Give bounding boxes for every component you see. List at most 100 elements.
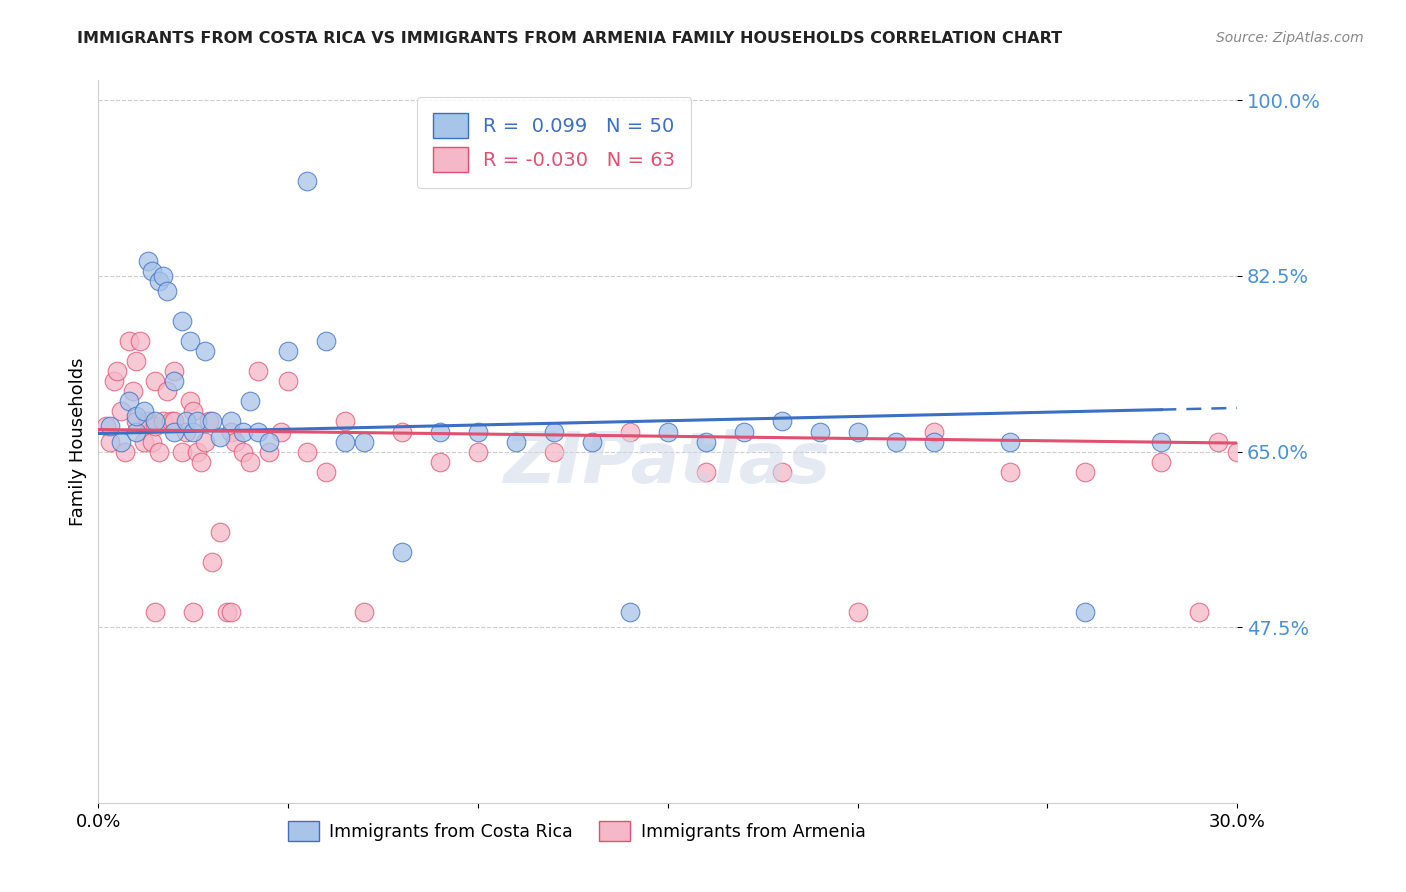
Point [770, 414, 793, 428]
Point [353, 434, 375, 449]
Text: Source: ZipAtlas.com: Source: ZipAtlas.com [1216, 31, 1364, 45]
Legend: Immigrants from Costa Rica, Immigrants from Armenia: Immigrants from Costa Rica, Immigrants f… [281, 814, 873, 848]
Point [129, 334, 152, 348]
Point [125, 409, 148, 424]
Point [232, 425, 254, 439]
Point [335, 414, 357, 428]
Point [186, 414, 208, 428]
Point [770, 465, 793, 479]
Point [239, 454, 262, 468]
Point [186, 444, 208, 458]
Point [1150, 434, 1173, 449]
Point [156, 284, 179, 298]
Point [163, 425, 186, 439]
Point [136, 253, 159, 268]
Point [429, 425, 451, 439]
Point [94, 419, 117, 434]
Point [884, 434, 907, 449]
Point [145, 605, 167, 619]
Point [98, 419, 121, 434]
Point [201, 414, 224, 428]
Y-axis label: Family Households: Family Households [69, 358, 87, 525]
Point [619, 425, 641, 439]
Point [121, 384, 143, 399]
Point [1150, 454, 1173, 468]
Point [353, 605, 375, 619]
Point [505, 434, 527, 449]
Point [695, 434, 717, 449]
Point [114, 444, 136, 458]
Point [246, 425, 269, 439]
Text: IMMIGRANTS FROM COSTA RICA VS IMMIGRANTS FROM ARMENIA FAMILY HOUSEHOLDS CORRELAT: IMMIGRANTS FROM COSTA RICA VS IMMIGRANTS… [77, 31, 1063, 46]
Point [183, 404, 205, 418]
Point [103, 374, 125, 388]
Point [208, 524, 231, 539]
Point [335, 434, 357, 449]
Point [118, 334, 141, 348]
Point [132, 404, 155, 418]
Point [163, 364, 186, 378]
Point [132, 434, 155, 449]
Point [145, 414, 167, 428]
Point [315, 465, 337, 479]
Point [221, 425, 243, 439]
Point [1188, 605, 1211, 619]
Point [145, 374, 167, 388]
Point [174, 425, 197, 439]
Point [179, 394, 201, 409]
Point [998, 434, 1021, 449]
Point [1074, 605, 1097, 619]
Point [170, 444, 193, 458]
Point [107, 364, 129, 378]
Point [270, 425, 292, 439]
Point [183, 425, 205, 439]
Point [259, 434, 281, 449]
Point [922, 434, 945, 449]
Point [194, 434, 217, 449]
Point [391, 545, 413, 559]
Point [246, 364, 269, 378]
Point [217, 605, 239, 619]
Point [190, 454, 212, 468]
Point [1074, 465, 1097, 479]
Point [163, 374, 186, 388]
Point [179, 334, 201, 348]
Point [110, 404, 132, 418]
Point [156, 384, 179, 399]
Point [467, 425, 489, 439]
Point [152, 414, 174, 428]
Point [808, 425, 831, 439]
Point [239, 394, 262, 409]
Point [118, 394, 141, 409]
Point [221, 605, 243, 619]
Point [136, 414, 159, 428]
Point [391, 425, 413, 439]
Point [224, 434, 246, 449]
Point [183, 605, 205, 619]
Point [733, 425, 755, 439]
Point [297, 444, 319, 458]
Point [148, 444, 170, 458]
Point [998, 465, 1021, 479]
Point [467, 444, 489, 458]
Point [125, 425, 148, 439]
Point [197, 414, 219, 428]
Point [221, 414, 243, 428]
Point [657, 425, 679, 439]
Point [543, 444, 565, 458]
Point [159, 414, 181, 428]
Point [1226, 444, 1249, 458]
Point [145, 419, 167, 434]
Point [170, 314, 193, 328]
Point [619, 605, 641, 619]
Point [846, 605, 869, 619]
Point [259, 444, 281, 458]
Point [581, 434, 603, 449]
Point [277, 374, 299, 388]
Point [297, 173, 319, 187]
Point [846, 425, 869, 439]
Point [152, 268, 174, 283]
Point [201, 555, 224, 569]
Point [141, 264, 163, 278]
Point [125, 354, 148, 368]
